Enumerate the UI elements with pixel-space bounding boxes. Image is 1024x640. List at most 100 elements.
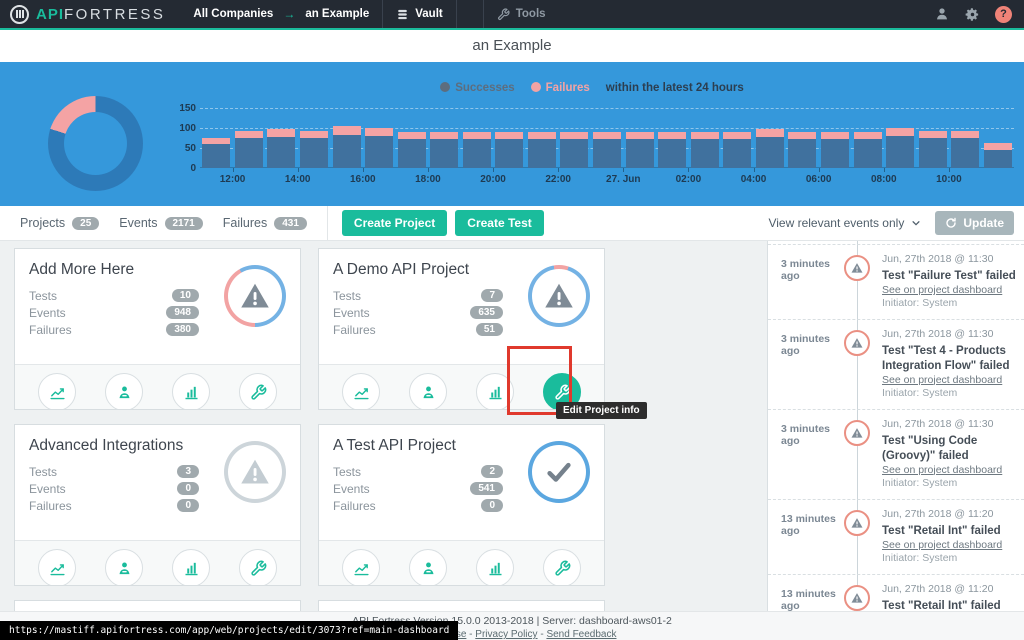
wrench-icon — [250, 560, 266, 576]
card-action-dashboard[interactable]: Dashboard — [30, 549, 84, 585]
events-label: Events — [333, 481, 370, 496]
card-action-api-quality[interactable]: API Quality — [164, 549, 218, 585]
project-card-title[interactable]: A Demo API Project — [333, 261, 470, 278]
action-circle[interactable] — [239, 373, 277, 409]
bar-slot — [395, 131, 428, 168]
project-card-actions: Dashboard Tests API Quality Settings — [15, 540, 300, 585]
project-card-title[interactable]: A Test API Project — [333, 437, 456, 454]
card-action-api-quality[interactable]: API Quality — [468, 549, 522, 585]
bar-chart-icon — [488, 386, 502, 399]
x-tick — [427, 168, 429, 172]
y-tick-label: 150 — [179, 103, 196, 114]
action-circle[interactable] — [105, 373, 143, 409]
action-circle[interactable] — [476, 549, 514, 585]
project-card-title[interactable]: Add More Here — [29, 261, 135, 278]
card-action-tests[interactable]: Tests — [401, 373, 455, 409]
footer-link-privacy-policy[interactable]: Privacy Policy — [475, 629, 538, 640]
refresh-icon — [946, 217, 957, 228]
action-circle[interactable] — [476, 373, 514, 409]
event-dashboard-link[interactable]: See on project dashboard — [882, 538, 1003, 551]
action-circle[interactable] — [342, 373, 380, 409]
failures-legend-label: Failures — [545, 82, 590, 94]
app-logo[interactable]: APIFORTRESS — [0, 4, 165, 24]
action-circle[interactable] — [342, 549, 380, 585]
tester-person-icon — [423, 386, 433, 398]
gear-icon[interactable] — [965, 7, 980, 22]
x-tick-label: 02:00 — [675, 174, 702, 185]
event-title: Test "Retail Int" failed — [882, 524, 1001, 537]
user-icon[interactable] — [934, 6, 950, 22]
stacked-bar — [365, 128, 394, 168]
event-initiator: Initiator: System — [882, 386, 958, 399]
footer-link-send-feedback[interactable]: Send Feedback — [546, 629, 617, 640]
project-card-title[interactable]: Advanced Integrations — [29, 437, 184, 454]
failures-label: Failures — [333, 322, 376, 337]
project-status-ring — [528, 441, 590, 503]
failures-count-badge: 0 — [481, 499, 503, 512]
stats-group: Projects 25 Events 2171 Failures 431 — [0, 216, 327, 230]
card-action-tests[interactable]: Tests — [97, 373, 151, 409]
x-tick — [753, 168, 755, 172]
help-icon[interactable]: ? — [995, 5, 1012, 23]
stacked-bar — [658, 131, 687, 168]
events-count-badge: 0 — [177, 482, 199, 495]
x-tick-label: 04:00 — [740, 174, 767, 185]
event-dashboard-link[interactable]: See on project dashboard — [882, 283, 1003, 296]
event-date: Jun, 27th 2018 @ 11:20 — [882, 507, 994, 520]
action-circle[interactable] — [172, 373, 210, 409]
wrench-icon — [554, 384, 570, 400]
stacked-bar — [755, 128, 784, 168]
nav-right: ? — [934, 5, 1024, 23]
event-dashboard-link[interactable]: See on project dashboard — [882, 463, 1003, 476]
card-action-settings[interactable]: Settings — [231, 373, 285, 409]
projects-toolbar: Projects 25 Events 2171 Failures 431 Create P… — [0, 206, 1024, 241]
card-action-dashboard[interactable]: Dashboard — [334, 549, 388, 585]
action-circle[interactable] — [105, 549, 143, 585]
event-initiator: Initiator: System — [882, 551, 958, 564]
card-action-settings[interactable]: Settings — [535, 549, 589, 585]
update-button[interactable]: Update — [935, 211, 1014, 235]
nav-vault[interactable]: Vault — [382, 0, 457, 28]
logo-icon — [10, 4, 29, 24]
toolbar-divider — [326, 206, 328, 240]
dashboard-icon — [49, 563, 65, 575]
warning-triangle-icon — [851, 338, 863, 348]
action-circle[interactable] — [38, 373, 76, 409]
action-circle[interactable] — [38, 549, 76, 585]
x-tick-label: 08:00 — [870, 174, 897, 185]
card-action-api-quality[interactable]: API Quality — [164, 373, 218, 409]
nav-tools[interactable]: Tools — [482, 0, 559, 28]
event-date: Jun, 27th 2018 @ 11:20 — [882, 582, 994, 595]
successes-legend-label: Successes — [455, 82, 515, 94]
stacked-bar — [397, 131, 426, 168]
project-card: A Test API Project Tests 2 Events 541 Fail… — [318, 424, 605, 586]
nav-company[interactable]: an Example — [305, 8, 370, 20]
vault-icon — [398, 9, 408, 19]
action-circle[interactable] — [409, 373, 447, 409]
tests-count-badge: 10 — [171, 289, 199, 302]
create-project-button[interactable]: Create Project — [341, 210, 448, 236]
bar-slot — [233, 131, 266, 168]
action-circle[interactable] — [543, 549, 581, 585]
card-action-dashboard[interactable]: Dashboard — [334, 373, 388, 409]
card-action-dashboard[interactable]: Dashboard — [30, 373, 84, 409]
create-test-button[interactable]: Create Test — [455, 210, 544, 236]
event-dashboard-link[interactable]: See on project dashboard — [882, 373, 1003, 386]
x-tick-label: 06:00 — [805, 174, 832, 185]
events-filter-dropdown[interactable]: View relevant events only — [768, 216, 921, 230]
project-cards-grid: Add More Here Tests 10 Events 948 Failures… — [14, 248, 605, 640]
action-circle[interactable] — [239, 549, 277, 585]
card-action-settings[interactable]: Settings — [231, 549, 285, 585]
x-tick — [232, 168, 234, 172]
nav-all-companies[interactable]: All Companies — [193, 8, 274, 20]
card-action-api-quality[interactable]: API Quality — [468, 373, 522, 409]
bar-chart-icon — [184, 562, 198, 575]
x-tick-label: 16:00 — [350, 174, 376, 185]
stacked-bar — [527, 131, 556, 168]
card-action-tests[interactable]: Tests — [401, 549, 455, 585]
stacked-bar — [690, 131, 719, 168]
action-circle[interactable] — [172, 549, 210, 585]
action-circle[interactable] — [409, 549, 447, 585]
card-action-tests[interactable]: Tests — [97, 549, 151, 585]
link-status-bar: https://mastiff.apifortress.com/app/web/… — [0, 621, 459, 640]
